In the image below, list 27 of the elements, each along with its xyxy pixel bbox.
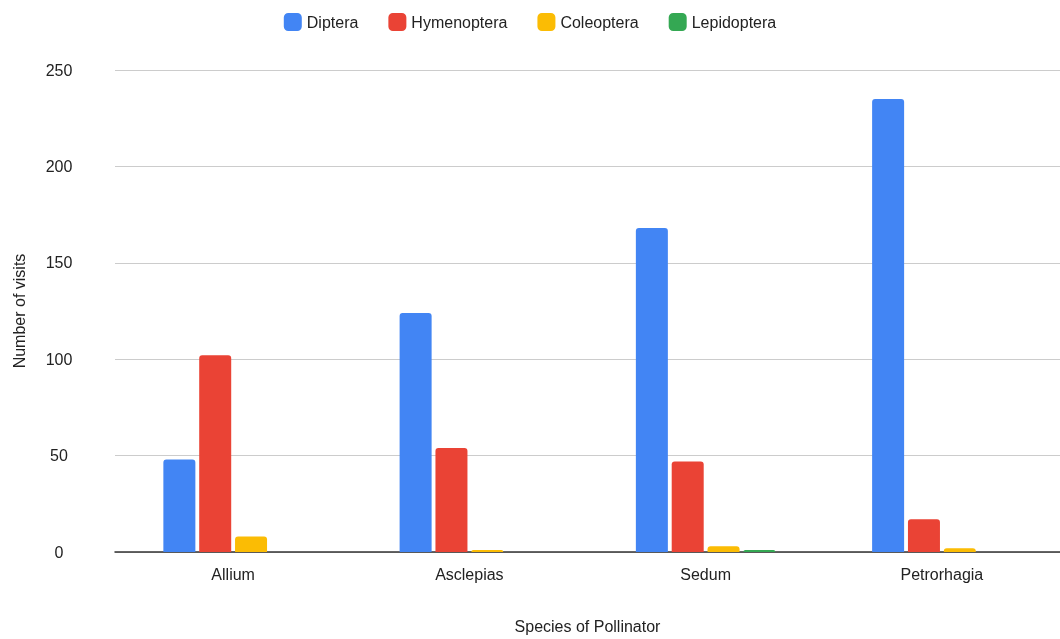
- legend-label: Hymenoptera: [411, 13, 508, 31]
- bar: [435, 447, 468, 552]
- bar: [235, 536, 268, 552]
- y-tick-label: 200: [45, 157, 73, 175]
- bar: [943, 548, 976, 552]
- y-axis-title: Number of visits: [10, 253, 28, 369]
- bar: [872, 98, 905, 552]
- legend-label: Coleoptera: [560, 13, 639, 31]
- y-tick-label: 0: [54, 543, 64, 561]
- y-tick-label: 150: [45, 254, 73, 272]
- x-tick-label: Asclepias: [435, 565, 504, 583]
- x-tick-label: Allium: [211, 565, 255, 583]
- legend-label: Lepidoptera: [691, 13, 777, 31]
- bar: [707, 546, 740, 552]
- bar: [199, 355, 232, 552]
- legend-label: Diptera: [306, 13, 359, 31]
- bar: [399, 312, 432, 552]
- bar: [163, 459, 196, 552]
- y-tick-label: 50: [50, 447, 68, 465]
- bar: [671, 461, 704, 552]
- y-tick-label: 250: [45, 61, 73, 79]
- y-tick-label: 100: [45, 350, 73, 368]
- bar: [907, 519, 940, 552]
- x-axis-title: Species of Pollinator: [514, 617, 662, 635]
- x-tick-label: Sedum: [680, 565, 731, 583]
- bar: [635, 228, 668, 552]
- x-tick-label: Petrorhagia: [900, 565, 984, 583]
